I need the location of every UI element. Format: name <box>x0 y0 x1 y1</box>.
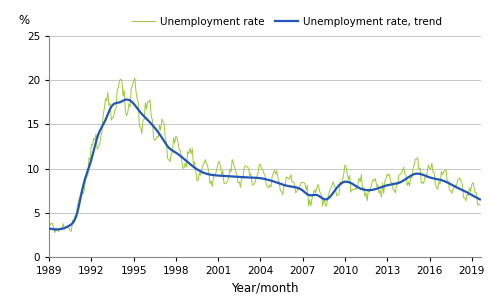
X-axis label: Year/month: Year/month <box>231 281 299 294</box>
Text: %: % <box>19 14 30 27</box>
Line: Unemployment rate, trend: Unemployment rate, trend <box>49 100 480 230</box>
Line: Unemployment rate: Unemployment rate <box>49 78 480 233</box>
Legend: Unemployment rate, Unemployment rate, trend: Unemployment rate, Unemployment rate, tr… <box>128 13 446 31</box>
